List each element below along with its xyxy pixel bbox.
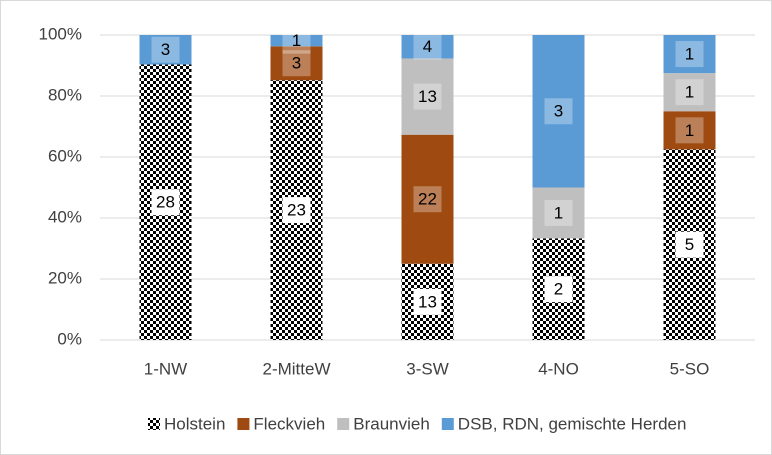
legend-swatch [441, 418, 454, 430]
data-label: 1 [685, 121, 694, 140]
data-label: 3 [161, 40, 170, 59]
x-tick-label: 1-NW [144, 359, 187, 378]
data-label: 1 [685, 83, 694, 102]
legend-label: Holstein [164, 414, 225, 433]
data-label: 5 [685, 235, 694, 254]
data-label: 22 [418, 190, 437, 209]
bar-segment [401, 58, 454, 135]
bar-segment [270, 46, 323, 81]
data-label-box [544, 98, 573, 125]
x-tick-label: 3-SW [406, 359, 449, 378]
data-label: 3 [554, 102, 563, 121]
data-label-box [675, 79, 704, 106]
bar-segment [401, 134, 454, 264]
data-label-box [413, 83, 442, 110]
bar-segment [663, 73, 716, 112]
y-tick-label: 100% [39, 24, 82, 43]
legend-swatch [237, 418, 250, 430]
data-label: 2 [554, 280, 563, 299]
legend-label: Fleckvieh [253, 414, 325, 433]
y-tick-label: 0% [57, 329, 82, 348]
data-label: 13 [418, 87, 437, 106]
x-tick-label: 5-SO [670, 359, 710, 378]
data-label-box [282, 50, 311, 77]
y-tick-label: 20% [48, 268, 82, 287]
data-label-box [544, 276, 573, 303]
y-tick-label: 80% [48, 85, 82, 104]
bar-segment [663, 35, 716, 74]
data-label: 1 [685, 45, 694, 64]
data-label: 28 [156, 193, 175, 212]
data-label-box [282, 27, 311, 54]
x-tick-label: 2-MitteW [263, 359, 331, 378]
bar-segment [270, 35, 323, 47]
bar-segment [532, 187, 585, 239]
y-tick-label: 60% [48, 146, 82, 165]
bar-segment [401, 35, 454, 59]
bar-segment [139, 35, 192, 65]
data-label: 4 [423, 37, 432, 56]
data-label-box [675, 41, 704, 68]
data-label-box [282, 197, 311, 224]
legend-label: Braunvieh [353, 414, 430, 433]
data-label-box [413, 288, 442, 315]
legend-swatch [337, 418, 350, 430]
data-label: 1 [292, 31, 301, 50]
data-label-box [675, 231, 704, 258]
data-label-box [413, 33, 442, 60]
data-label-box [413, 186, 442, 213]
data-label-box [544, 199, 573, 226]
y-tick-label: 40% [48, 207, 82, 226]
x-tick-label: 4-NO [538, 359, 579, 378]
legend-swatch [148, 418, 160, 430]
data-label: 13 [418, 292, 437, 311]
data-label: 3 [292, 54, 301, 73]
data-label: 23 [287, 201, 306, 220]
data-label: 1 [554, 203, 563, 222]
data-label-box [151, 36, 180, 63]
legend-label: DSB, RDN, gemischte Herden [458, 414, 687, 433]
data-label-box [151, 189, 180, 216]
bar-segment [532, 35, 585, 188]
data-label-box [675, 117, 704, 144]
bar-segment [663, 111, 716, 150]
